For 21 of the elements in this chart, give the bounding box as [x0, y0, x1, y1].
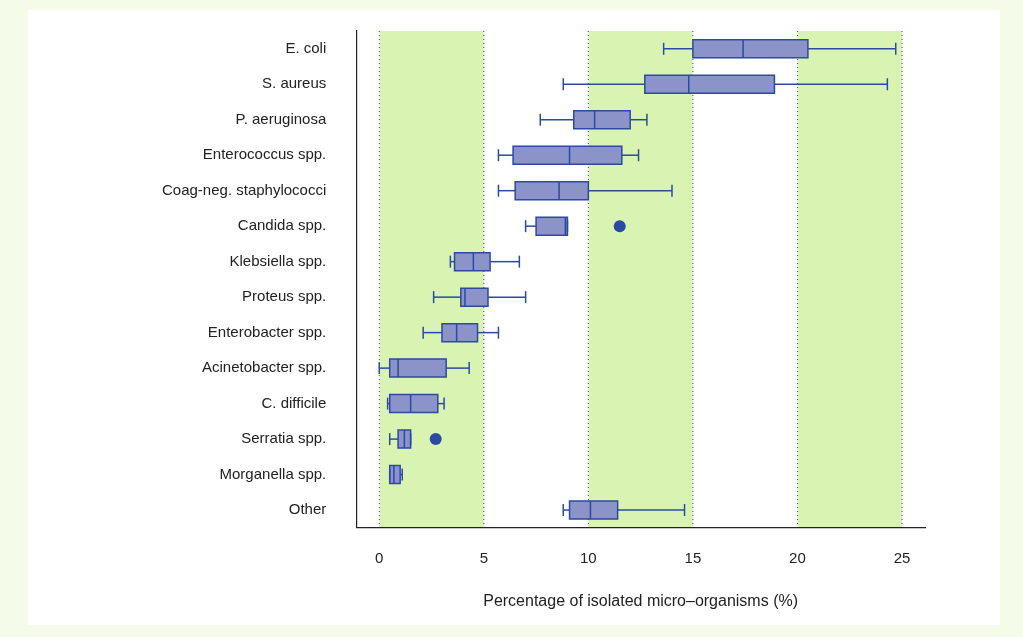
- x-tick-label: 0: [375, 548, 384, 566]
- y-tick-label: Enterobacter spp.: [207, 322, 327, 340]
- y-tick-label: Other: [288, 500, 327, 518]
- y-tick-label: S. aureus: [262, 74, 327, 92]
- y-tick-label: Proteus spp.: [242, 287, 327, 305]
- y-tick-label: Enterococcus spp.: [202, 145, 327, 163]
- x-tick-label: 25: [893, 548, 911, 566]
- x-axis-title: Percentage of isolated micro–organisms (%): [483, 591, 799, 609]
- x-tick-label: 10: [580, 548, 597, 566]
- x-tick-label: 5: [479, 548, 488, 566]
- y-tick-label: Serratia spp.: [241, 429, 327, 447]
- y-tick-label: Morganella spp.: [219, 464, 327, 482]
- y-tick-label: Coag-neg. staphylococci: [161, 180, 327, 198]
- y-tick-label: Acinetobacter spp.: [202, 358, 327, 376]
- x-tick-label: 20: [789, 548, 806, 566]
- y-tick-label: P. aeruginosa: [235, 109, 327, 127]
- x-tick-label: 15: [684, 548, 702, 566]
- y-tick-label: E. coli: [285, 38, 327, 56]
- y-tick-label: C. difficile: [261, 393, 327, 411]
- y-tick-label: Klebsiella spp.: [229, 251, 327, 269]
- y-tick-label: Candida spp.: [237, 216, 327, 234]
